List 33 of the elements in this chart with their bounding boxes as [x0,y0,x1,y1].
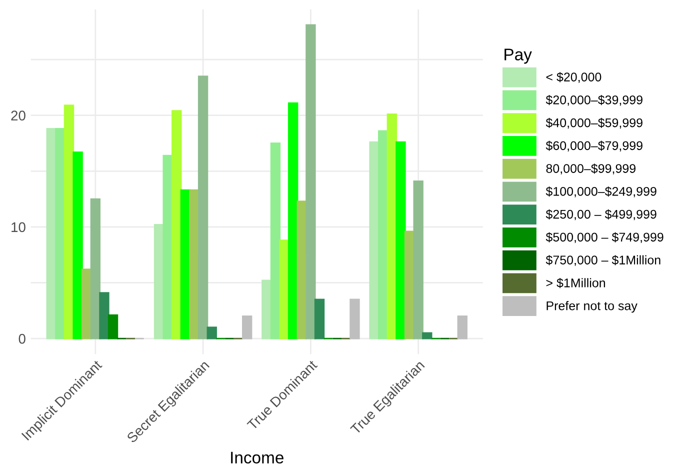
y-tick-label: 0 [18,334,26,344]
bar [206,326,217,340]
bar [108,314,118,340]
y-tick-label: 10 [12,222,26,232]
legend-label: $500,000 – $749,999 [546,232,664,244]
bar [99,292,110,340]
legend-label: < $20,000 [546,72,602,83]
bar [242,316,252,340]
bar [198,76,208,340]
bar [396,141,406,340]
legend-label: $750,000 – $1Million [546,255,660,266]
legend-label: 80,000–$99,999 [546,164,636,174]
bar [350,298,360,340]
x-axis-title: Income [231,452,284,464]
bar [72,151,83,340]
bar [422,332,432,340]
bar [288,102,298,340]
legend-label: $60,000–$79,999 [546,140,642,152]
bar [172,110,182,340]
bar [90,198,101,340]
legend-label: $40,000–$59,999 [546,118,642,129]
bar [306,24,316,340]
bar [457,316,468,340]
legend-label: > $1Million [546,278,606,288]
legend-label: $20,000–$39,999 [546,94,642,106]
bar [314,298,325,340]
legend-label: $100,000–$249,999 [546,186,656,198]
legend-label: $250,00 – $499,999 [546,209,656,220]
bar [270,142,281,340]
bar [413,180,424,340]
y-tick-label: 20 [11,110,26,121]
legend-title: Pay [504,48,532,64]
legend-label: Prefer not to say [546,301,638,313]
